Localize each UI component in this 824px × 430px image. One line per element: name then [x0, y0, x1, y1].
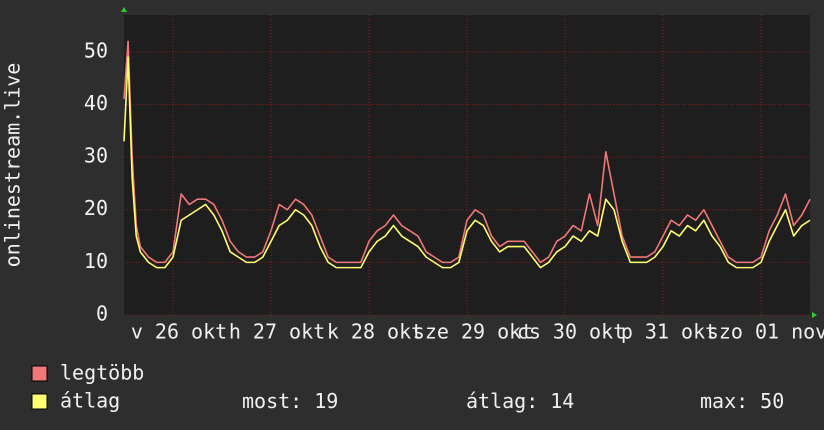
stat: most: 19 [242, 389, 338, 413]
stat-label: most: [242, 389, 302, 413]
stat-label: átlag: [466, 389, 538, 413]
axis-arrow [121, 7, 127, 12]
x-tick-label: h 27 okt [229, 320, 325, 344]
stat-value: 14 [550, 389, 574, 413]
stat: átlag: 14 [466, 389, 574, 413]
axis-arrow [812, 312, 817, 318]
stat: max: 50 [700, 389, 784, 413]
legend-swatch [31, 393, 48, 410]
stat-value: 50 [760, 389, 784, 413]
legend-swatch [31, 365, 48, 382]
x-tick-label: v 26 okt [131, 320, 227, 344]
stat-value: 19 [314, 389, 338, 413]
y-tick-label: 50 [84, 38, 108, 62]
x-tick-label: p 31 okt [621, 320, 717, 344]
x-tick-label: k 28 okt [327, 320, 423, 344]
y-tick-label: 20 [84, 196, 108, 220]
y-tick-label: 10 [84, 249, 108, 273]
y-tick-label: 0 [96, 302, 108, 326]
legend-label: átlag [60, 389, 120, 413]
x-tick-label: szo 01 nov [707, 320, 824, 344]
x-tick-label: cs 30 okt [517, 320, 625, 344]
legend-label: legtöbb [60, 361, 144, 385]
x-tick-label: sze 29 okt [413, 320, 533, 344]
stat-label: max: [700, 389, 748, 413]
y-tick-label: 40 [84, 91, 108, 115]
y-tick-label: 30 [84, 144, 108, 168]
series-line [123, 56, 811, 269]
series-line [123, 40, 811, 264]
y-axis-label: onlinestream.live [1, 63, 25, 268]
